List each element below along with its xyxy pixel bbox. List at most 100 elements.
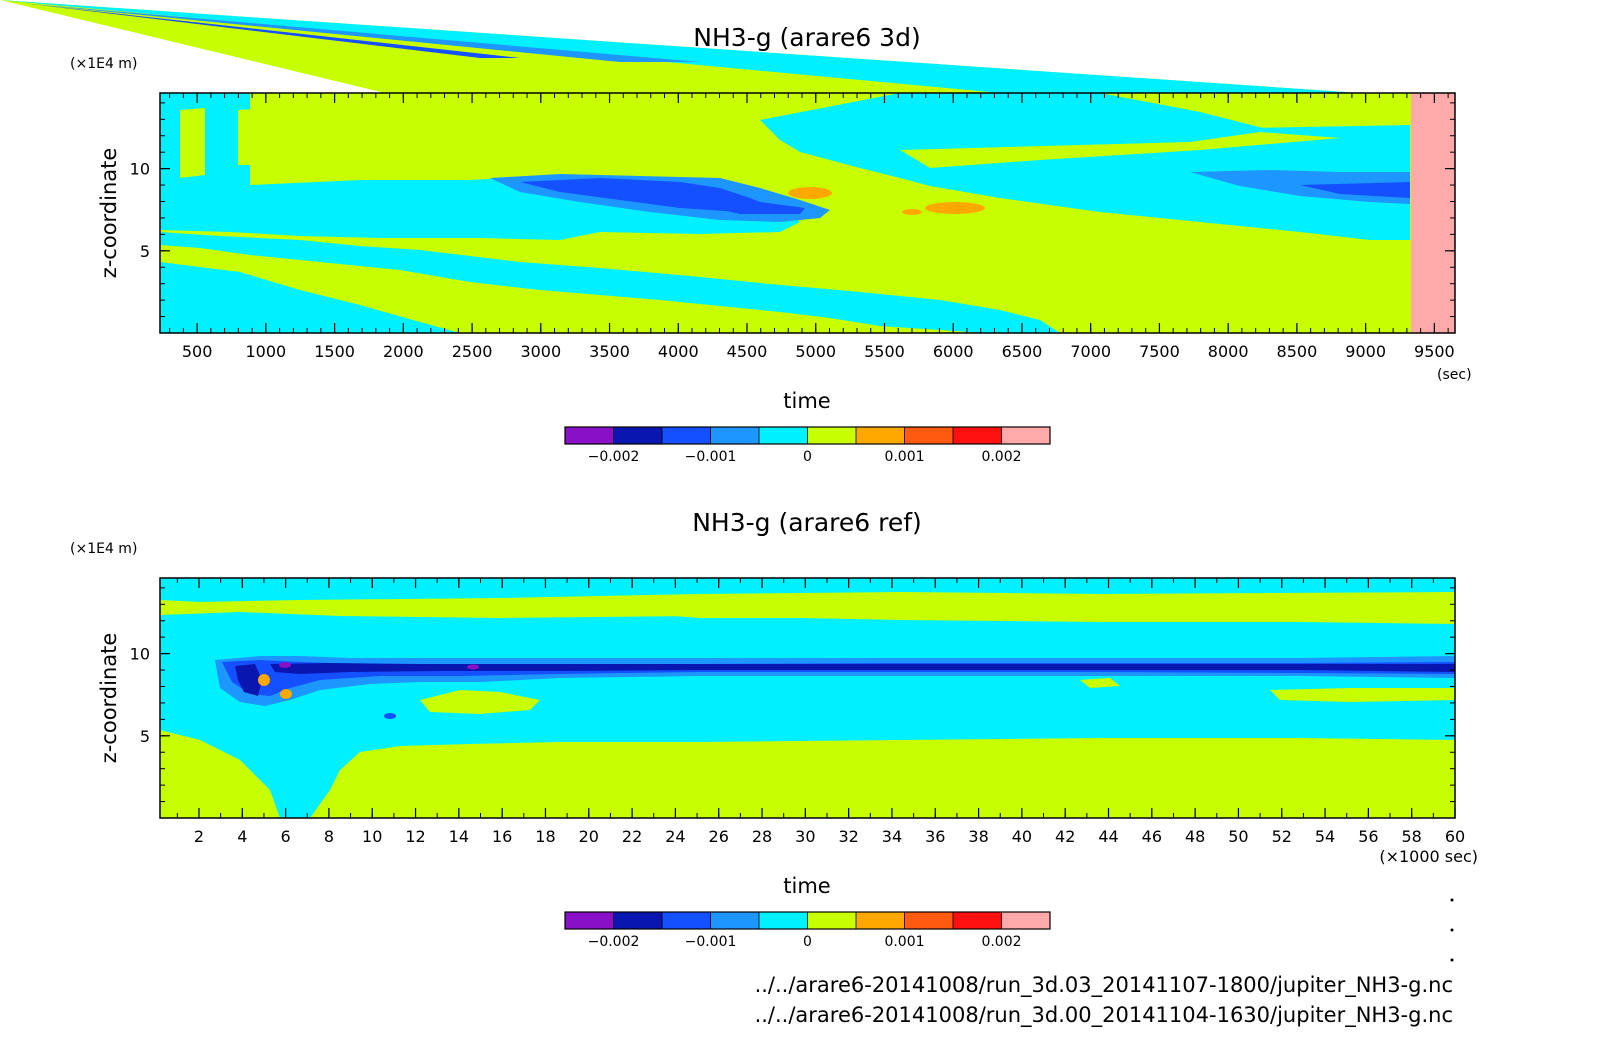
panel-ref-title: NH3-g (arare6 ref) bbox=[692, 508, 922, 537]
panel-3d-y-unit: (×1E4 m) bbox=[70, 56, 137, 72]
x-tick-label: 7500 bbox=[1139, 342, 1180, 361]
colorbar-swatch bbox=[1001, 427, 1050, 444]
y-tick-label: 5 bbox=[140, 242, 150, 261]
x-tick-label: 42 bbox=[1055, 827, 1075, 846]
x-tick-label: 52 bbox=[1272, 827, 1292, 846]
panel-3d-y-axis: 5 10 bbox=[130, 102, 1455, 318]
field-region bbox=[902, 209, 922, 215]
x-tick-label: 38 bbox=[968, 827, 988, 846]
field-region bbox=[238, 108, 700, 165]
colorbar-swatch bbox=[856, 427, 905, 444]
colorbar-label: −0.001 bbox=[685, 449, 737, 465]
x-tick-label: 2000 bbox=[383, 342, 424, 361]
x-tick-label: 22 bbox=[622, 827, 642, 846]
marker-dot bbox=[1450, 928, 1454, 932]
colorbar-swatch bbox=[662, 427, 711, 444]
y-tick-label: 5 bbox=[140, 727, 150, 746]
x-tick-label: 4000 bbox=[658, 342, 699, 361]
x-tick-label: 1000 bbox=[245, 342, 286, 361]
colorbar-label: 0 bbox=[803, 934, 812, 950]
x-tick-label: 16 bbox=[492, 827, 512, 846]
x-tick-label: 28 bbox=[752, 827, 772, 846]
colorbar-swatch bbox=[565, 912, 614, 929]
colorbar-label: 0.002 bbox=[981, 934, 1021, 950]
colorbar-label: 0 bbox=[803, 449, 812, 465]
panel-3d-y-label: z-coordinate bbox=[97, 148, 121, 279]
x-tick-label: 8500 bbox=[1277, 342, 1318, 361]
field-region bbox=[925, 202, 985, 214]
panel-ref-x-unit: (×1000 sec) bbox=[1379, 847, 1478, 866]
x-tick-label: 6000 bbox=[933, 342, 974, 361]
x-tick-label: 48 bbox=[1185, 827, 1205, 846]
colorbar-bottom: −0.002 −0.001 0 0.001 0.002 bbox=[564, 911, 1051, 950]
x-tick-label: 26 bbox=[709, 827, 729, 846]
x-tick-label: 12 bbox=[405, 827, 425, 846]
x-tick-label: 10 bbox=[362, 827, 382, 846]
panel-ref-frame bbox=[159, 577, 1456, 819]
colorbar-top: −0.002 −0.001 0 0.001 0.002 bbox=[564, 426, 1051, 465]
colorbar-swatch bbox=[613, 427, 662, 444]
field-region bbox=[1080, 678, 1120, 688]
colorbar-swatch bbox=[807, 427, 856, 444]
x-tick-label: 60 bbox=[1445, 827, 1465, 846]
panel-ref-x-label: time bbox=[783, 874, 830, 898]
x-tick-label: 46 bbox=[1142, 827, 1162, 846]
panel-ref-y-unit: (×1E4 m) bbox=[70, 541, 137, 557]
file-path-line-2: ../../arare6-20141008/run_3d.00_20141104… bbox=[755, 1003, 1453, 1028]
panel-3d-x-unit: (sec) bbox=[1437, 367, 1472, 383]
x-tick-label: 32 bbox=[838, 827, 858, 846]
field-region bbox=[160, 730, 280, 818]
x-tick-label: 54 bbox=[1315, 827, 1335, 846]
field-region bbox=[160, 578, 1455, 602]
panel-ref: NH3-g (arare6 ref) (×1E4 m) 2 4 6 8 10 12 14 16… bbox=[70, 508, 1478, 898]
field-region bbox=[620, 606, 1200, 618]
x-tick-label: 40 bbox=[1012, 827, 1032, 846]
x-tick-label: 50 bbox=[1228, 827, 1248, 846]
field-region bbox=[180, 108, 205, 178]
colorbar-swatch bbox=[807, 912, 856, 929]
x-tick-label: 500 bbox=[182, 342, 213, 361]
panel-3d-frame bbox=[159, 92, 1456, 334]
panel-3d-title: NH3-g (arare6 3d) bbox=[693, 23, 920, 52]
field-region bbox=[270, 663, 1455, 674]
field-region bbox=[420, 690, 540, 714]
field-region bbox=[1190, 170, 1410, 204]
colorbar-swatch bbox=[710, 912, 759, 929]
field-region bbox=[520, 178, 770, 212]
colorbar-label: −0.002 bbox=[588, 449, 640, 465]
panel-3d-x-axis: 500 1000 1500 2000 2500 3000 3500 4000 4500 5000 5… bbox=[169, 93, 1455, 361]
x-tick-label: 5500 bbox=[864, 342, 905, 361]
colorbar-swatch bbox=[856, 912, 905, 929]
panel-3d-nodata-region bbox=[1411, 93, 1455, 333]
x-tick-label: 2500 bbox=[452, 342, 493, 361]
x-tick-label: 6 bbox=[281, 827, 291, 846]
marker-dot bbox=[1450, 958, 1454, 962]
colorbar-swatch bbox=[759, 912, 808, 929]
colorbar-swatch bbox=[953, 912, 1002, 929]
field-region bbox=[1300, 182, 1410, 198]
colorbar-label: 0.002 bbox=[981, 449, 1021, 465]
colorbar-swatch bbox=[710, 427, 759, 444]
x-tick-label: 20 bbox=[579, 827, 599, 846]
colorbar-swatch bbox=[565, 427, 614, 444]
marker-dot bbox=[1450, 898, 1454, 902]
x-tick-label: 56 bbox=[1358, 827, 1378, 846]
panel-ref-y-label: z-coordinate bbox=[97, 633, 121, 764]
y-tick-label: 10 bbox=[130, 645, 150, 664]
colorbar-swatch bbox=[953, 427, 1002, 444]
colorbar-label: −0.002 bbox=[588, 934, 640, 950]
field-region bbox=[1270, 688, 1455, 702]
colorbar-label: 0.001 bbox=[884, 449, 924, 465]
colorbar-swatch bbox=[904, 912, 953, 929]
field-region bbox=[160, 232, 1060, 333]
colorbar-swatch bbox=[613, 912, 662, 929]
colorbar-label: −0.001 bbox=[685, 934, 737, 950]
x-tick-label: 58 bbox=[1402, 827, 1422, 846]
x-tick-label: 9000 bbox=[1345, 342, 1386, 361]
x-tick-label: 18 bbox=[535, 827, 555, 846]
colorbar-swatch bbox=[1001, 912, 1050, 929]
x-tick-label: 5000 bbox=[795, 342, 836, 361]
panel-ref-field bbox=[160, 578, 1455, 818]
x-tick-label: 4500 bbox=[727, 342, 768, 361]
colorbar-swatch bbox=[904, 427, 953, 444]
